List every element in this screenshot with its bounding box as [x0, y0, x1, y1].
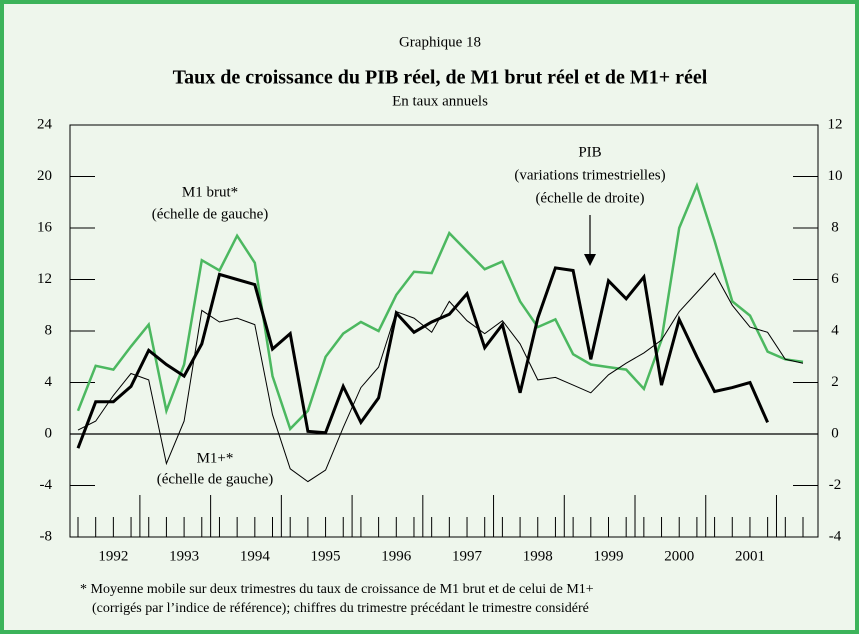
chart-subtitle: En taux annuels: [392, 93, 488, 109]
annotation: (échelle de droite): [535, 190, 644, 206]
x-tick-label: 1992: [98, 548, 128, 564]
annotation: (variations trimestrielles): [514, 167, 665, 183]
x-tick-label: 1995: [311, 548, 341, 564]
annotation: M1+*: [197, 450, 234, 466]
y-tick-label: 8: [45, 322, 53, 338]
y-tick-label: -8: [40, 528, 53, 544]
annotation: M1 brut*: [182, 184, 238, 200]
y2-tick-label: 10: [828, 168, 843, 184]
y2-tick-label: 4: [831, 322, 839, 338]
arrow-head: [584, 254, 596, 266]
x-tick-label: 1996: [381, 548, 412, 564]
y-tick-label: 16: [37, 219, 53, 235]
footnote: (corrigés par l’indice de référence); ch…: [92, 601, 589, 616]
y2-tick-label: -4: [829, 528, 842, 544]
x-tick-label: 1997: [452, 548, 483, 564]
y-tick-label: 12: [37, 271, 52, 287]
y-tick-label: -4: [40, 477, 53, 493]
series-line: [76, 181, 804, 432]
y2-tick-label: -2: [829, 477, 842, 493]
chart-header: Graphique 18: [399, 34, 481, 50]
x-tick-label: 1993: [169, 548, 199, 564]
annotation: (échelle de gauche): [157, 471, 274, 487]
y-tick-label: 0: [45, 425, 53, 441]
y-tick-label: 24: [37, 116, 53, 132]
y2-tick-label: 2: [831, 374, 839, 390]
y2-tick-label: 6: [831, 271, 839, 287]
footnote: * Moyenne mobile sur deux trimestres du …: [80, 582, 594, 597]
annotation: (échelle de gauche): [152, 206, 269, 222]
x-tick-label: 1999: [593, 548, 623, 564]
x-tick-label: 1998: [523, 548, 553, 564]
x-tick-label: 2000: [664, 548, 694, 564]
series-line: [76, 266, 769, 449]
x-tick-label: 1994: [240, 548, 271, 564]
y2-tick-label: 0: [831, 425, 839, 441]
annotation: PIB: [578, 144, 601, 160]
y-tick-label: 4: [45, 374, 53, 390]
chart-title: Taux de croissance du PIB réel, de M1 br…: [173, 67, 708, 89]
y2-tick-label: 12: [828, 116, 843, 132]
y-tick-label: 20: [37, 168, 52, 184]
y2-tick-label: 8: [831, 219, 839, 235]
x-tick-label: 2001: [735, 548, 765, 564]
